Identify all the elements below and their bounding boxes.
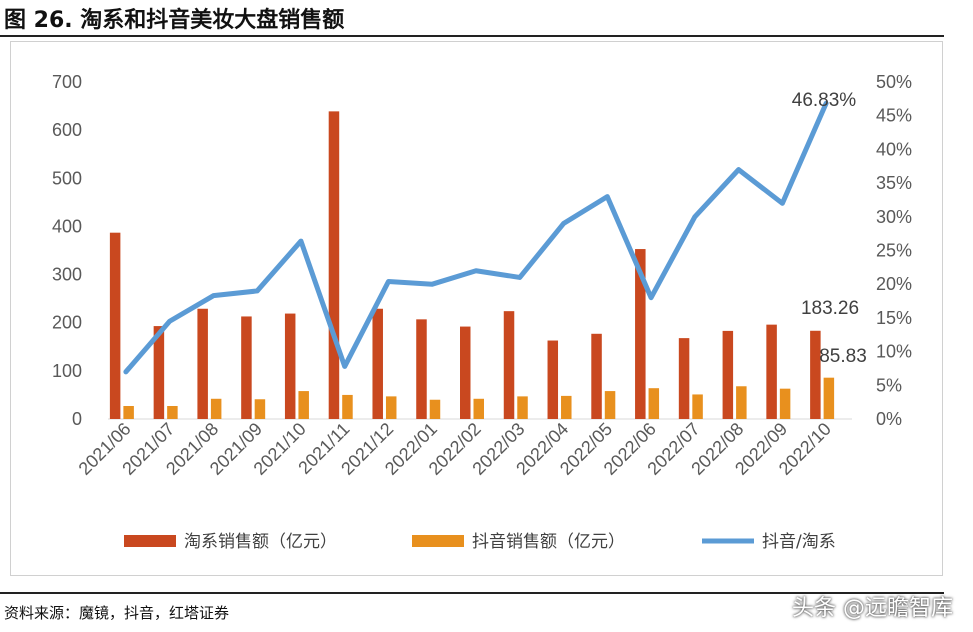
- legend-label-douyin: 抖音销售额（亿元）: [472, 532, 625, 552]
- taoxi-bar: [109, 232, 121, 419]
- left-tick-label: 200: [52, 313, 82, 333]
- right-tick-label: 20%: [876, 274, 912, 294]
- douyin-bar: [823, 377, 835, 419]
- douyin-bar: [210, 398, 222, 419]
- legend-swatch-taoxi: [124, 535, 176, 547]
- douyin-bar: [692, 394, 703, 419]
- chart-frame: [10, 41, 943, 576]
- taoxi-bar: [678, 338, 690, 419]
- bars: [109, 111, 835, 420]
- douyin-bar: [385, 396, 397, 419]
- bottom-divider: [0, 592, 944, 594]
- left-tick-label: 100: [52, 361, 82, 381]
- taoxi-bar: [153, 326, 165, 419]
- right-tick-label: 35%: [876, 173, 912, 193]
- x-axis-ticks: 2021/062021/072021/082021/092021/102021/…: [75, 419, 835, 479]
- douyin-bar: [779, 388, 791, 419]
- legend-label-ratio: 抖音/淘系: [762, 532, 836, 552]
- label-taoxi-last: 183.26: [801, 298, 859, 319]
- label-ratio-last: 46.83%: [792, 90, 857, 111]
- taoxi-bar: [810, 330, 821, 419]
- taoxi-bar: [547, 340, 559, 419]
- left-tick-label: 700: [52, 72, 82, 92]
- douyin-bar: [604, 391, 616, 419]
- watermark: 头条 @远瞻智库: [792, 596, 953, 621]
- right-tick-label: 10%: [876, 342, 912, 362]
- ratio-line: [123, 100, 829, 375]
- left-tick-label: 500: [52, 168, 82, 188]
- douyin-bar: [342, 394, 353, 419]
- douyin-bar: [123, 406, 134, 419]
- taoxi-bar: [416, 319, 427, 419]
- right-tick-label: 25%: [876, 241, 912, 261]
- label-douyin-last: 85.83: [819, 346, 867, 367]
- taoxi-bar: [591, 333, 602, 419]
- legend-swatch-douyin: [412, 535, 464, 547]
- right-axis-ticks: 0% 5% 10% 15% 20% 25% 30% 35% 40% 45% 50%: [876, 72, 912, 429]
- left-tick-label: 0: [72, 409, 82, 429]
- taoxi-bar: [372, 308, 383, 419]
- right-tick-label: 50%: [876, 72, 912, 92]
- taoxi-bar: [241, 316, 252, 419]
- douyin-bar: [736, 386, 747, 419]
- ratio-line-group: [123, 100, 829, 375]
- right-tick-label: 45%: [876, 106, 912, 126]
- figure-title: 图 26. 淘系和抖音美妆大盘销售额: [4, 8, 345, 33]
- right-tick-label: 40%: [876, 139, 912, 159]
- data-labels: 183.26 85.83 46.83%: [792, 90, 867, 367]
- douyin-bar: [561, 395, 572, 419]
- taoxi-bar: [197, 308, 208, 419]
- taoxi-bar: [503, 311, 515, 419]
- douyin-bar: [648, 388, 660, 419]
- douyin-bar: [298, 391, 309, 419]
- taoxi-bar: [635, 249, 646, 419]
- right-tick-label: 0%: [876, 409, 902, 429]
- taoxi-bar: [722, 330, 734, 419]
- right-tick-label: 5%: [876, 375, 902, 395]
- douyin-bar: [473, 398, 484, 419]
- douyin-bar: [167, 406, 178, 419]
- right-tick-label: 30%: [876, 207, 912, 227]
- right-tick-label: 15%: [876, 308, 912, 328]
- left-tick-label: 600: [52, 120, 82, 140]
- douyin-bar: [429, 399, 441, 419]
- legend: 淘系销售额（亿元） 抖音销售额（亿元） 抖音/淘系: [124, 532, 836, 552]
- source-note: 资料来源：魔镜，抖音，红塔证券: [4, 604, 230, 622]
- left-tick-label: 400: [52, 216, 82, 236]
- left-axis-ticks: 0 100 200 300 400 500 600 700: [52, 72, 82, 429]
- top-divider: [0, 35, 944, 37]
- taoxi-bar: [284, 313, 296, 419]
- taoxi-bar: [460, 326, 471, 419]
- douyin-bar: [517, 396, 528, 419]
- taoxi-bar: [766, 324, 777, 419]
- left-tick-label: 300: [52, 265, 82, 285]
- legend-label-taoxi: 淘系销售额（亿元）: [184, 532, 337, 552]
- douyin-bar: [254, 399, 266, 419]
- taoxi-bar: [328, 111, 340, 420]
